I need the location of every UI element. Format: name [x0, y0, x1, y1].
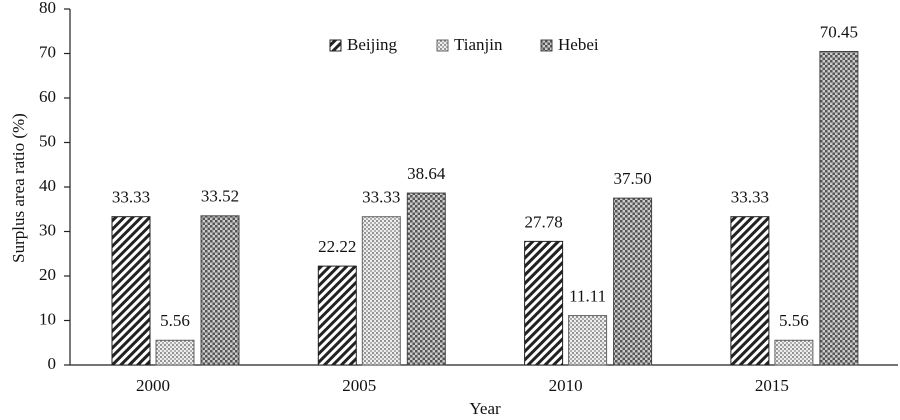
- y-tick-label: 30: [39, 220, 56, 239]
- y-tick-label: 80: [39, 0, 56, 17]
- value-label: 22.22: [318, 237, 356, 256]
- bar: [819, 50, 859, 366]
- value-label: 27.78: [524, 212, 562, 231]
- legend-swatch: [329, 39, 342, 52]
- bar: [111, 216, 151, 366]
- bar: [200, 215, 240, 366]
- bar: [361, 216, 401, 366]
- bar: [524, 240, 564, 366]
- bar: [568, 315, 608, 366]
- bar: [730, 216, 770, 366]
- x-tick-label: 2000: [136, 376, 170, 395]
- value-label: 5.56: [779, 311, 809, 330]
- y-tick-label: 20: [39, 265, 56, 284]
- y-tick-label: 0: [48, 354, 57, 373]
- x-tick-label: 2015: [755, 376, 789, 395]
- legend-label: Beijing: [347, 35, 398, 54]
- legend-swatch: [436, 39, 449, 52]
- bar: [774, 339, 814, 366]
- y-tick-label: 10: [39, 309, 56, 328]
- value-label: 11.11: [569, 286, 606, 305]
- value-label: 33.33: [731, 188, 769, 207]
- legend-swatch: [540, 39, 553, 52]
- y-axis-title: Surplus area ratio (%): [9, 113, 28, 263]
- y-tick-label: 40: [39, 176, 56, 195]
- bar: [155, 339, 195, 366]
- y-tick-label: 70: [39, 42, 56, 61]
- x-tick-label: 2005: [342, 376, 376, 395]
- legend-label: Tianjin: [454, 35, 503, 54]
- bar: [406, 192, 446, 366]
- value-label: 70.45: [820, 22, 858, 41]
- value-label: 33.33: [362, 188, 400, 207]
- legend-label: Hebei: [558, 35, 599, 54]
- value-label: 38.64: [407, 164, 446, 183]
- value-label: 5.56: [160, 311, 190, 330]
- bar: [613, 197, 653, 366]
- value-label: 33.33: [112, 188, 150, 207]
- y-tick-label: 50: [39, 131, 56, 150]
- value-label: 37.50: [613, 169, 651, 188]
- value-label: 33.52: [201, 187, 239, 206]
- x-axis-title: Year: [469, 399, 501, 418]
- y-tick-label: 60: [39, 87, 56, 106]
- x-tick-label: 2010: [549, 376, 583, 395]
- bar: [317, 265, 357, 366]
